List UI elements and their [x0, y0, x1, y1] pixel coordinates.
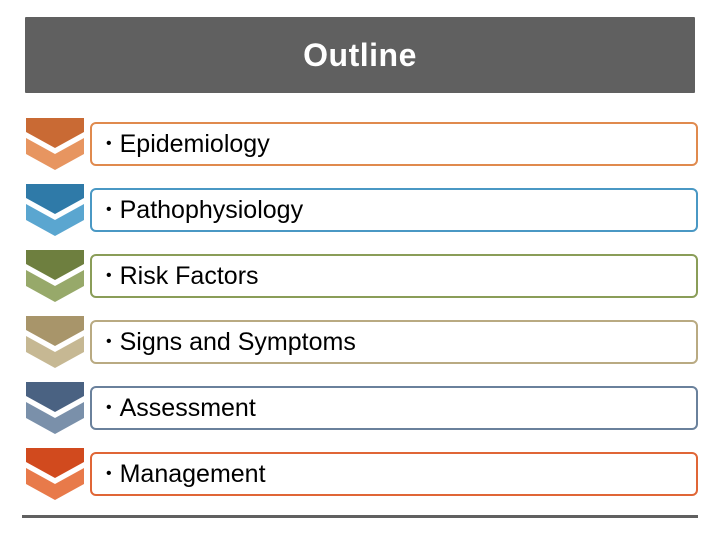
outline-bar: • Epidemiology [90, 122, 698, 166]
footer-divider [22, 515, 698, 518]
outline-bar: • Assessment [90, 386, 698, 430]
chevron-down-icon [26, 184, 84, 236]
bullet-icon: • [106, 201, 112, 219]
chevron-down-icon [26, 250, 84, 302]
outline-bar: • Pathophysiology [90, 188, 698, 232]
bullet-icon: • [106, 267, 112, 285]
outline-item-label: Pathophysiology [120, 196, 303, 225]
chevron-down-icon [26, 448, 84, 500]
outline-row: • Assessment [22, 382, 698, 434]
outline-row: • Pathophysiology [22, 184, 698, 236]
bullet-icon: • [106, 333, 112, 351]
outline-row: • Epidemiology [22, 118, 698, 170]
outline-row: • Risk Factors [22, 250, 698, 302]
outline-item-label: Signs and Symptoms [120, 328, 356, 357]
outline-list: • Epidemiology • Pathophysiology • Risk Facto… [22, 118, 698, 500]
outline-item-label: Risk Factors [120, 262, 259, 291]
outline-item-label: Assessment [120, 394, 256, 423]
outline-bar: • Signs and Symptoms [90, 320, 698, 364]
page-title: Outline [303, 37, 417, 74]
bullet-icon: • [106, 465, 112, 483]
chevron-down-icon [26, 316, 84, 368]
outline-bar: • Management [90, 452, 698, 496]
slide: Outline • Epidemiology • Pathophysiology • Ri… [0, 0, 720, 540]
chevron-down-icon [26, 118, 84, 170]
outline-bar: • Risk Factors [90, 254, 698, 298]
bullet-icon: • [106, 135, 112, 153]
bullet-icon: • [106, 399, 112, 417]
chevron-down-icon [26, 382, 84, 434]
outline-row: • Signs and Symptoms [22, 316, 698, 368]
title-box: Outline [22, 14, 698, 96]
outline-item-label: Management [120, 460, 266, 489]
outline-row: • Management [22, 448, 698, 500]
outline-item-label: Epidemiology [120, 130, 270, 159]
